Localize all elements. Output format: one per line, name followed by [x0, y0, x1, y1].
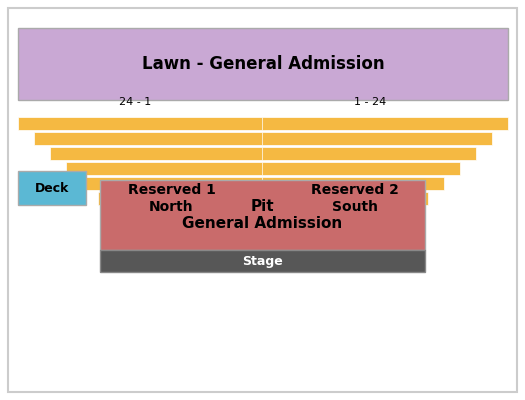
Bar	[262, 162, 460, 175]
Bar	[146, 237, 265, 250]
Bar	[262, 207, 412, 220]
Bar	[262, 132, 492, 145]
Text: 1 - 24: 1 - 24	[354, 97, 386, 107]
Text: Reserved 2
South: Reserved 2 South	[311, 183, 399, 214]
Bar	[18, 28, 508, 100]
FancyBboxPatch shape	[8, 8, 517, 392]
Text: 24 - 1: 24 - 1	[119, 97, 151, 107]
Bar	[82, 177, 265, 190]
Bar	[262, 222, 396, 235]
Bar	[262, 252, 364, 265]
Bar	[262, 177, 444, 190]
Bar	[262, 237, 380, 250]
Bar	[130, 222, 265, 235]
Bar	[50, 147, 265, 160]
Bar	[18, 171, 86, 205]
Text: Reserved 1
North: Reserved 1 North	[128, 183, 215, 214]
Bar	[66, 162, 265, 175]
Text: Pit
General Admission: Pit General Admission	[182, 199, 343, 231]
Bar	[114, 207, 265, 220]
Bar	[100, 250, 425, 272]
Bar	[262, 147, 476, 160]
Bar	[100, 180, 425, 250]
Bar	[262, 117, 508, 130]
Text: Lawn - General Admission: Lawn - General Admission	[142, 55, 384, 73]
Bar	[98, 192, 265, 205]
Bar	[18, 117, 265, 130]
Text: Stage: Stage	[242, 254, 283, 268]
Bar	[34, 132, 265, 145]
Bar	[262, 192, 428, 205]
Bar	[162, 252, 265, 265]
Text: Deck: Deck	[35, 182, 69, 194]
